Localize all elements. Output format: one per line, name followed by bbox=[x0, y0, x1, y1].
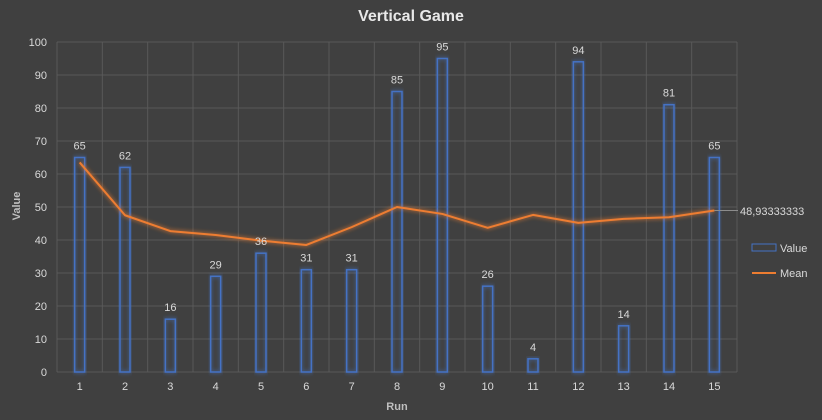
x-tick-label: 1 bbox=[77, 381, 83, 393]
bar-data-label: 29 bbox=[210, 259, 222, 271]
x-tick-label: 12 bbox=[572, 381, 584, 393]
bar-data-label: 65 bbox=[74, 141, 86, 153]
y-tick-label: 0 bbox=[41, 367, 47, 379]
mean-line bbox=[78, 161, 715, 246]
bar-data-label: 31 bbox=[346, 253, 358, 265]
x-tick-label: 11 bbox=[527, 381, 538, 393]
y-tick-label: 100 bbox=[29, 37, 47, 49]
bar-data-label: 65 bbox=[708, 141, 720, 153]
bar bbox=[708, 156, 721, 373]
y-tick-label: 90 bbox=[35, 70, 47, 82]
x-tick-label: 3 bbox=[167, 381, 173, 393]
bar-data-label: 36 bbox=[255, 236, 267, 248]
y-axis-label: Value bbox=[11, 192, 23, 221]
bar-data-label: 94 bbox=[572, 45, 584, 57]
x-tick-label: 5 bbox=[258, 381, 264, 393]
line-layer bbox=[78, 161, 738, 246]
bar bbox=[391, 90, 403, 373]
bar-data-label: 95 bbox=[436, 42, 448, 54]
mean-end-label: 48,93333333 bbox=[740, 206, 804, 218]
legend: Value Mean bbox=[751, 243, 808, 280]
bar-data-label: 16 bbox=[164, 302, 176, 314]
x-tick-label: 14 bbox=[663, 381, 675, 393]
y-tick-label: 50 bbox=[35, 202, 47, 214]
bar bbox=[209, 275, 222, 373]
bar bbox=[73, 156, 86, 373]
x-tick-label: 2 bbox=[122, 381, 128, 393]
bar bbox=[345, 268, 358, 373]
y-tick-label: 70 bbox=[35, 136, 47, 148]
bar-data-label: 14 bbox=[618, 309, 630, 321]
x-tick-label: 4 bbox=[213, 381, 219, 393]
bar bbox=[119, 166, 131, 373]
bar bbox=[255, 252, 267, 373]
y-tick-label: 40 bbox=[35, 235, 47, 247]
grid-layer bbox=[56, 41, 738, 373]
x-tick-label: 10 bbox=[482, 381, 494, 393]
x-tick-label: 13 bbox=[618, 381, 630, 393]
x-axis-label: Run bbox=[386, 401, 408, 413]
bar-data-label: 85 bbox=[391, 75, 403, 87]
x-tick-label: 6 bbox=[303, 381, 309, 393]
legend-swatch-value bbox=[751, 243, 777, 252]
legend-label-value: Value bbox=[780, 243, 807, 255]
bar bbox=[164, 318, 177, 373]
bar bbox=[300, 268, 313, 373]
bar bbox=[527, 358, 539, 373]
legend-label-mean: Mean bbox=[780, 268, 808, 280]
labels-layer: 65 62 16 29 36 31 31 85 95 26 4 94 14 81 65 bbox=[74, 42, 721, 354]
chart-title: Vertical Game bbox=[358, 8, 464, 25]
x-tick-label: 7 bbox=[349, 381, 355, 393]
bar bbox=[663, 103, 675, 373]
bars-layer bbox=[73, 57, 721, 373]
bar-data-label: 26 bbox=[482, 269, 494, 281]
y-tick-label: 20 bbox=[35, 301, 47, 313]
bar bbox=[481, 285, 494, 373]
x-tick-label: 15 bbox=[708, 381, 720, 393]
bar bbox=[617, 325, 630, 373]
bar-data-label: 62 bbox=[119, 150, 131, 162]
y-tick-label: 30 bbox=[35, 268, 47, 280]
bar-data-label: 4 bbox=[530, 342, 536, 354]
y-tick-label: 10 bbox=[35, 334, 47, 346]
y-tick-label: 80 bbox=[35, 103, 47, 115]
x-tick-label: 9 bbox=[439, 381, 445, 393]
x-tick-label: 8 bbox=[394, 381, 400, 393]
y-tick-label: 60 bbox=[35, 169, 47, 181]
bar bbox=[572, 61, 585, 373]
bar-data-label: 81 bbox=[663, 88, 675, 100]
bar-data-label: 31 bbox=[300, 253, 312, 265]
